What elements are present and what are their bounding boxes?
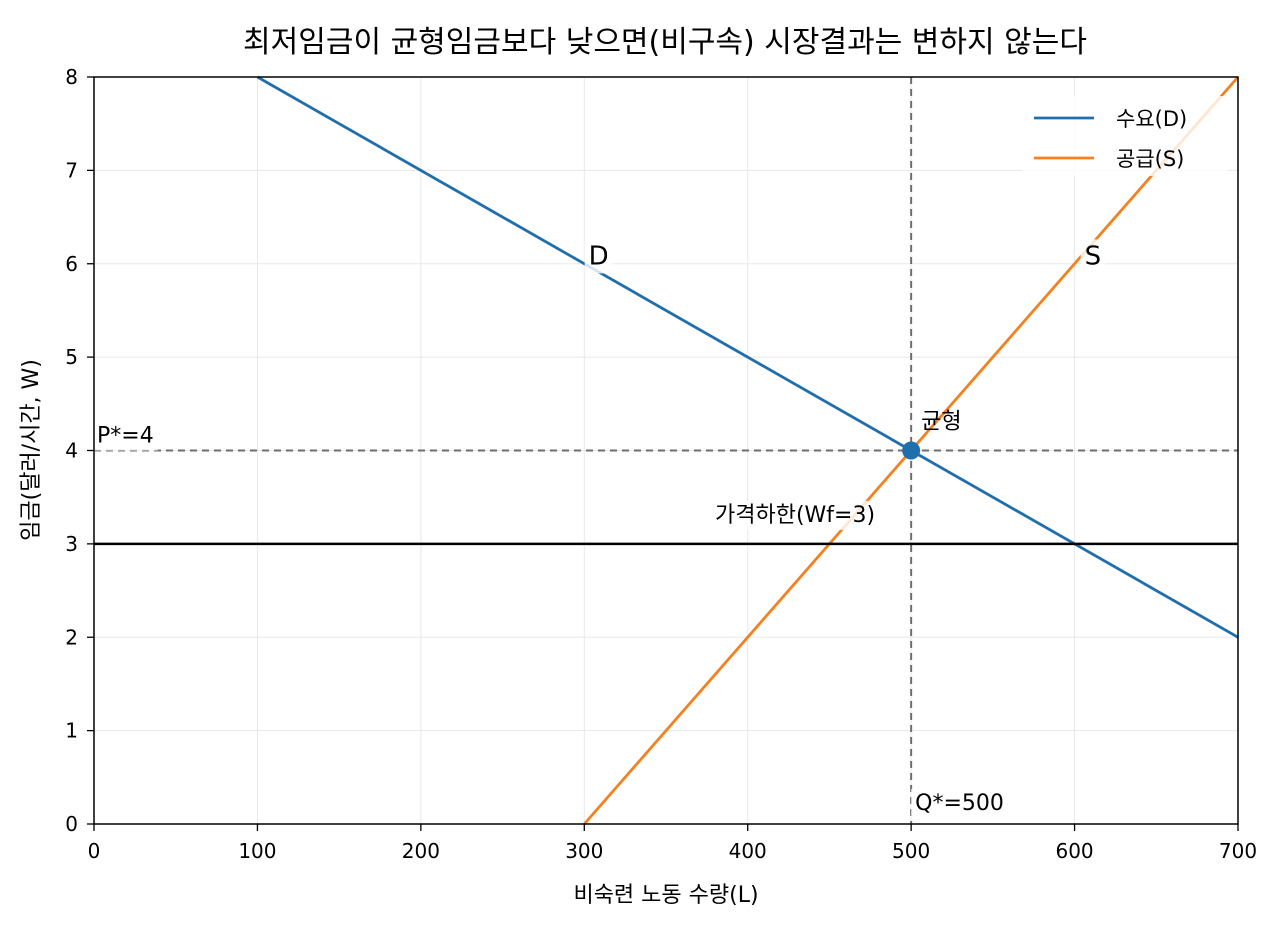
y-tick-label-0: 0 <box>65 812 78 836</box>
price-floor-label: 가격하한(Wf=3) <box>715 503 875 528</box>
supply-curve-label-bg <box>1080 239 1106 274</box>
y-tick-label-6: 6 <box>65 252 78 276</box>
demand-curve-label: D <box>589 241 609 271</box>
y-tick-label-8: 8 <box>65 65 78 89</box>
y-ticks: 0 1 2 3 4 5 6 7 8 <box>65 65 94 836</box>
price-floor-label-group: 가격하한(Wf=3) <box>711 500 880 530</box>
y-tick-label-1: 1 <box>65 719 78 743</box>
legend-label-1: 공급(S) <box>1116 147 1184 171</box>
equilibrium-label: 균형 <box>921 410 961 435</box>
annotations: D S 가격하한(Wf=3) 균형 P*=4 Q*=500 <box>93 239 1106 818</box>
equilibrium-price-label: P*=4 <box>97 424 154 449</box>
legend-box <box>1022 96 1228 176</box>
y-tick-label-3: 3 <box>65 532 78 556</box>
x-tick-label-0: 0 <box>88 839 101 863</box>
x-ticks: 0 100 200 300 400 500 600 700 <box>88 824 1257 863</box>
demand-curve-label-group: D <box>584 239 613 274</box>
chart-title: 최저임금이 균형임금보다 낮으면(비구속) 시장결과는 변하지 않는다 <box>243 25 1087 60</box>
equilibrium-quantity-label-bg <box>911 789 1008 818</box>
x-tick-label-6: 600 <box>1055 839 1093 863</box>
equilibrium-point <box>902 441 921 460</box>
equilibrium-quantity-label-group: Q*=500 <box>911 789 1008 818</box>
legend-label-0: 수요(D) <box>1116 107 1187 131</box>
y-tick-label-2: 2 <box>65 625 78 649</box>
demand-curve-label-bg <box>584 239 613 274</box>
x-tick-label-7: 700 <box>1219 839 1257 863</box>
y-tick-label-7: 7 <box>65 158 78 182</box>
x-tick-label-4: 400 <box>729 839 767 863</box>
equilibrium-price-label-group: P*=4 <box>93 421 158 451</box>
x-axis-label: 비숙련 노동 수량(L) <box>573 883 758 908</box>
x-tick-label-2: 200 <box>402 839 440 863</box>
y-tick-label-4: 4 <box>65 439 78 463</box>
x-tick-label-3: 300 <box>565 839 603 863</box>
legend: 수요(D) 공급(S) <box>1022 96 1228 176</box>
x-tick-label-5: 500 <box>892 839 930 863</box>
equilibrium-price-label-bg <box>93 421 158 451</box>
equilibrium-quantity-label: Q*=500 <box>915 791 1004 816</box>
y-tick-label-5: 5 <box>65 345 78 369</box>
supply-curve-label-group: S <box>1080 239 1106 274</box>
price-floor-label-bg <box>711 500 880 530</box>
supply-curve-label: S <box>1085 241 1102 271</box>
x-tick-label-1: 100 <box>238 839 276 863</box>
y-axis-label: 임금(달러/시간, W) <box>19 359 44 541</box>
